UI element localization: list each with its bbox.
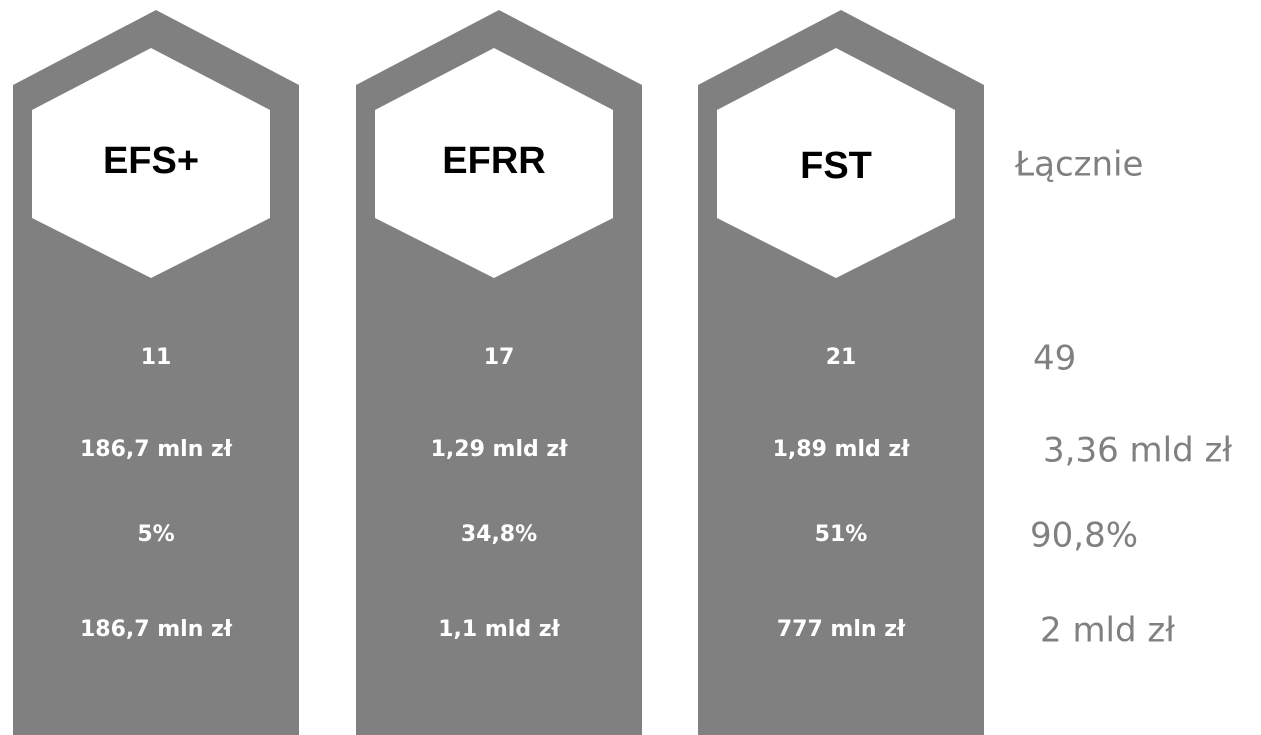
column-value: 777 mln zł [777, 617, 906, 642]
total-title: Łącznie [1014, 145, 1143, 185]
column-value: 21 [826, 345, 857, 370]
column-value: 1,89 mld zł [773, 437, 911, 462]
column-value: 1,1 mld zł [438, 617, 560, 642]
total-value: 49 [1033, 339, 1076, 379]
column-value: 186,7 mln zł [80, 437, 233, 462]
total-value: 90,8% [1030, 516, 1138, 556]
column-value: 11 [141, 345, 172, 370]
total-value: 3,36 mld zł [1043, 431, 1232, 471]
column-title: EFS+ [103, 140, 199, 182]
column-value: 5% [137, 522, 174, 547]
hexagon [375, 48, 613, 278]
column-value: 51% [815, 522, 868, 547]
column-title: FST [800, 145, 872, 187]
column-value: 17 [484, 345, 515, 370]
column-value: 186,7 mln zł [80, 617, 233, 642]
column-value: 1,29 mld zł [431, 437, 569, 462]
hexagon [717, 48, 955, 278]
total-value: 2 mld zł [1040, 611, 1175, 651]
column-title: EFRR [442, 140, 545, 182]
column-value: 34,8% [461, 522, 537, 547]
hexagon [32, 48, 270, 278]
